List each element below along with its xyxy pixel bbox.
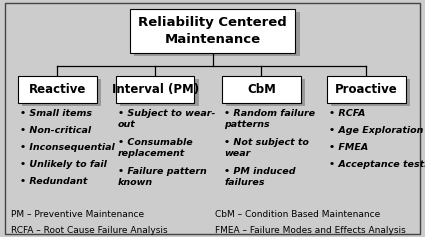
FancyBboxPatch shape [116, 76, 194, 103]
Text: • Age Exploration: • Age Exploration [329, 126, 424, 135]
Text: • Inconsequential: • Inconsequential [20, 143, 115, 152]
Text: • Not subject to
wear: • Not subject to wear [224, 138, 309, 158]
Text: • Unlikely to fail: • Unlikely to fail [20, 160, 107, 169]
FancyBboxPatch shape [130, 9, 295, 53]
Text: Interval (PM): Interval (PM) [111, 83, 198, 96]
Text: Reliability Centered
Maintenance: Reliability Centered Maintenance [138, 16, 287, 46]
Text: • Acceptance testing: • Acceptance testing [329, 160, 425, 169]
FancyBboxPatch shape [327, 76, 405, 103]
Text: CbM: CbM [247, 83, 276, 96]
Text: • Random failure
patterns: • Random failure patterns [224, 109, 315, 129]
Text: • Consumable
replacement: • Consumable replacement [118, 138, 193, 158]
Text: FMEA – Failure Modes and Effects Analysis: FMEA – Failure Modes and Effects Analysi… [215, 226, 405, 235]
Text: • Redundant: • Redundant [20, 177, 88, 186]
Text: Reactive: Reactive [29, 83, 86, 96]
Text: • FMEA: • FMEA [329, 143, 368, 152]
Text: • RCFA: • RCFA [329, 109, 366, 118]
FancyBboxPatch shape [222, 76, 300, 103]
Text: PM – Preventive Maintenance: PM – Preventive Maintenance [11, 210, 144, 219]
FancyBboxPatch shape [120, 79, 198, 106]
Text: • Small items: • Small items [20, 109, 92, 118]
Text: RCFA – Root Cause Failure Analysis: RCFA – Root Cause Failure Analysis [11, 226, 167, 235]
Text: • Failure pattern
known: • Failure pattern known [118, 167, 207, 187]
Text: • Non-critical: • Non-critical [20, 126, 91, 135]
FancyBboxPatch shape [23, 79, 101, 106]
Text: • PM induced
failures: • PM induced failures [224, 167, 296, 187]
FancyBboxPatch shape [331, 79, 410, 106]
Text: • Subject to wear-
out: • Subject to wear- out [118, 109, 215, 129]
FancyBboxPatch shape [134, 12, 300, 56]
Text: CbM – Condition Based Maintenance: CbM – Condition Based Maintenance [215, 210, 380, 219]
FancyBboxPatch shape [226, 79, 305, 106]
FancyBboxPatch shape [18, 76, 96, 103]
Text: Proactive: Proactive [335, 83, 398, 96]
